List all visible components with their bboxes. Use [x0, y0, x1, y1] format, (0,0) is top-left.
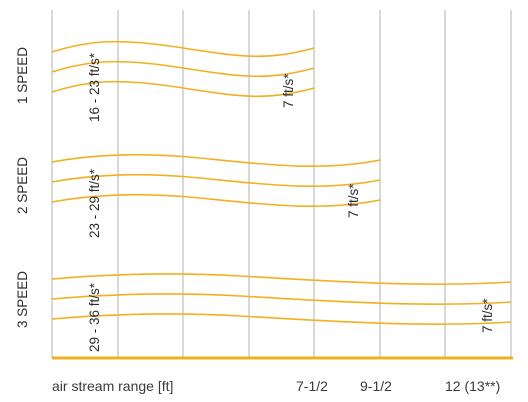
terminal-velocity-label: 7 ft/s* [480, 298, 495, 333]
initial-velocity-label: 29 - 36 ft/s* [87, 282, 102, 352]
speed-label: 3 SPEED [15, 271, 30, 328]
stream-line [51, 153, 381, 168]
terminal-velocity-label: 7 ft/s* [281, 73, 296, 108]
x-tick-label: 9-1/2 [360, 378, 392, 394]
stream-line [51, 273, 512, 285]
stream-line [51, 40, 315, 58]
terminal-velocity-label: 7 ft/s* [346, 183, 361, 218]
stream-line [51, 60, 315, 78]
stream-line [51, 193, 381, 208]
x-axis-label: air stream range [ft] [52, 378, 173, 394]
initial-velocity-label: 23 - 29 ft/s* [87, 168, 102, 238]
stream-line [51, 293, 512, 305]
stream-line [51, 80, 315, 98]
stream-line [51, 173, 381, 188]
stream-line [51, 313, 512, 325]
speed-label: 1 SPEED [15, 47, 30, 104]
series-1-speed: 16 - 23 ft/s* 7 ft/s* 1 SPEED [15, 40, 315, 122]
x-tick-label: 12 (13**) [445, 378, 500, 394]
x-tick-label: 7-1/2 [296, 378, 328, 394]
series-2-speed: 23 - 29 ft/s* 7 ft/s* 2 SPEED [15, 153, 381, 238]
initial-velocity-label: 16 - 23 ft/s* [87, 52, 102, 122]
speed-label: 2 SPEED [15, 157, 30, 214]
series-3-speed: 29 - 36 ft/s* 7 ft/s* 3 SPEED [15, 271, 512, 352]
